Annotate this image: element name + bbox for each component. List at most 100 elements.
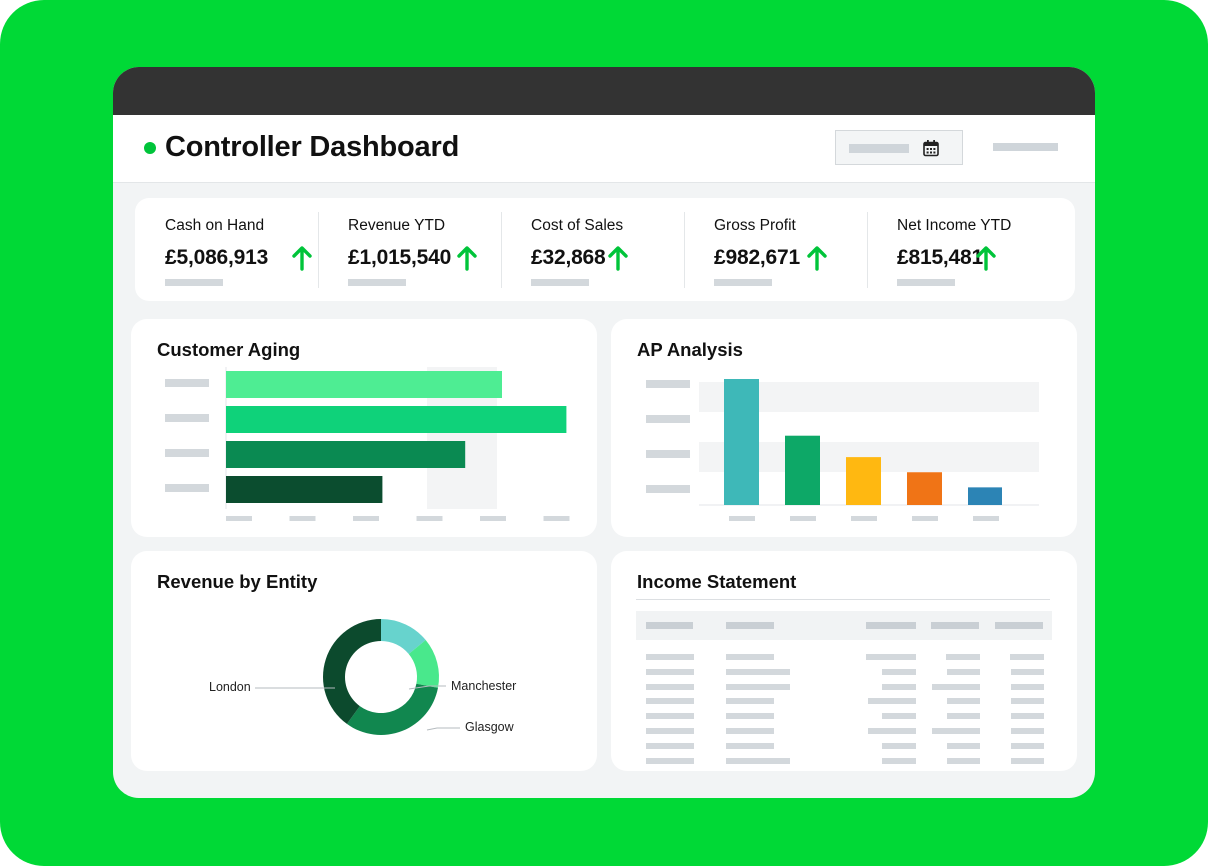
aging-label-placeholder <box>165 414 209 422</box>
dashboard-header: Controller Dashboard <box>113 115 1095 183</box>
kpi-divider <box>318 212 319 288</box>
donut-slice <box>408 640 439 688</box>
table-cell-placeholder <box>932 728 980 734</box>
income-statement-card: Income Statement <box>611 551 1077 771</box>
ap-analysis-card: AP Analysis <box>611 319 1077 537</box>
table-cell-placeholder <box>646 698 694 705</box>
ap-analysis-chart <box>646 379 1039 521</box>
donut-leader-line <box>408 685 446 690</box>
revenue-by-entity-chart: ManchesterGlasgowLiverpoolLondon <box>209 619 516 735</box>
status-dot <box>144 142 156 154</box>
table-cell-placeholder <box>932 683 980 690</box>
ap-label-placeholder <box>646 450 690 458</box>
kpi-card: Cash on Hand £5,086,913 <box>135 198 318 301</box>
aging-label-placeholder <box>165 379 209 387</box>
arrow-up-icon <box>976 246 996 271</box>
kpi-subtext-placeholder <box>348 279 406 286</box>
table-cell-placeholder <box>646 683 694 690</box>
table-header-placeholder <box>726 622 774 629</box>
page-title: Controller Dashboard <box>165 131 460 163</box>
table-cell-placeholder <box>1010 654 1044 660</box>
revenue-by-entity-card: ManchesterGlasgowLiverpoolLondon Revenue… <box>131 551 597 771</box>
kpi-card: Cost of Sales £32,868 <box>501 198 684 301</box>
table-cell-placeholder <box>726 728 774 734</box>
table-header-placeholder <box>995 622 1043 629</box>
table-cell-placeholder <box>947 668 980 675</box>
kpi-value: £32,868 <box>531 246 606 269</box>
kpi-subtext-placeholder <box>531 279 589 286</box>
customer-aging-title: Customer Aging <box>157 339 301 360</box>
header-menu-placeholder[interactable] <box>993 143 1058 151</box>
revenue-by-entity-title: Revenue by Entity <box>157 571 318 592</box>
table-cell-placeholder <box>1011 713 1044 720</box>
aging-bar <box>226 441 466 468</box>
table-cell-placeholder <box>1011 668 1044 675</box>
ap-bar <box>968 487 1002 505</box>
table-cell-placeholder <box>882 668 916 675</box>
x-tick-placeholder <box>790 516 816 521</box>
table-cell-placeholder <box>1011 683 1044 690</box>
x-tick-placeholder <box>973 516 999 521</box>
income-statement-title: Income Statement <box>637 571 797 592</box>
x-tick-placeholder <box>729 516 755 521</box>
table-cell-placeholder <box>726 742 774 749</box>
kpi-subtext-placeholder <box>165 279 223 286</box>
arrow-up-icon <box>807 246 827 271</box>
arrow-up-icon <box>608 246 628 271</box>
table-cell-placeholder <box>1011 698 1044 705</box>
ap-bar <box>907 472 942 505</box>
x-tick-placeholder <box>851 516 877 521</box>
kpi-label: Net Income YTD <box>897 217 1012 234</box>
table-cell-placeholder <box>882 713 916 720</box>
table-cell-placeholder <box>646 742 694 749</box>
donut-slice <box>346 683 438 735</box>
table-cell-placeholder <box>947 742 980 749</box>
kpi-card: Revenue YTD £1,015,540 <box>318 198 501 301</box>
table-cell-placeholder <box>726 668 790 675</box>
kpi-label: Cost of Sales <box>531 217 624 234</box>
customer-aging-card: Customer Aging <box>131 319 597 537</box>
table-cell-placeholder <box>868 728 916 734</box>
income-statement-rule <box>636 599 1050 600</box>
x-tick-placeholder <box>543 516 570 521</box>
table-cell-placeholder <box>866 654 916 660</box>
ap-label-placeholder <box>646 485 690 493</box>
kpi-strip: Cash on Hand £5,086,913 Revenue YTD £1,0… <box>135 198 1075 301</box>
table-cell-placeholder <box>947 713 980 720</box>
date-range-picker[interactable] <box>835 130 963 165</box>
table-cell-placeholder <box>726 698 774 705</box>
ap-bar <box>785 435 820 505</box>
app-window: Controller Dashboard Cash on Hand £5,086… <box>113 67 1095 798</box>
table-cell-placeholder <box>1011 757 1044 764</box>
table-header-placeholder <box>931 622 979 629</box>
table-cell-placeholder <box>882 683 916 690</box>
kpi-value: £1,015,540 <box>348 246 452 269</box>
kpi-value: £815,481 <box>897 246 983 269</box>
kpi-value: £982,671 <box>714 246 800 269</box>
kpi-label: Revenue YTD <box>348 217 446 234</box>
table-cell-placeholder <box>726 757 790 764</box>
aging-label-placeholder <box>165 484 209 492</box>
x-tick-placeholder <box>289 516 316 521</box>
table-cell-placeholder <box>726 683 790 690</box>
arrow-up-icon <box>292 246 312 271</box>
table-cell-placeholder <box>946 654 980 660</box>
x-tick-placeholder <box>912 516 938 521</box>
kpi-label: Cash on Hand <box>165 217 265 234</box>
kpi-card: Net Income YTD £815,481 <box>867 198 1050 301</box>
customer-aging-chart <box>165 367 570 521</box>
ap-analysis-title: AP Analysis <box>637 339 743 360</box>
donut-slice-label: Glasgow <box>465 720 515 734</box>
table-cell-placeholder <box>947 698 980 705</box>
table-cell-placeholder <box>882 757 916 764</box>
table-cell-placeholder <box>947 757 980 764</box>
x-tick-placeholder <box>353 516 379 521</box>
date-range-placeholder <box>849 144 909 153</box>
kpi-value: £5,086,913 <box>165 246 269 269</box>
aging-label-placeholder <box>165 449 209 457</box>
table-cell-placeholder <box>646 668 694 675</box>
donut-slice <box>323 619 381 724</box>
table-cell-placeholder <box>646 713 694 720</box>
ap-label-placeholder <box>646 380 690 388</box>
arrow-up-icon <box>457 246 477 271</box>
